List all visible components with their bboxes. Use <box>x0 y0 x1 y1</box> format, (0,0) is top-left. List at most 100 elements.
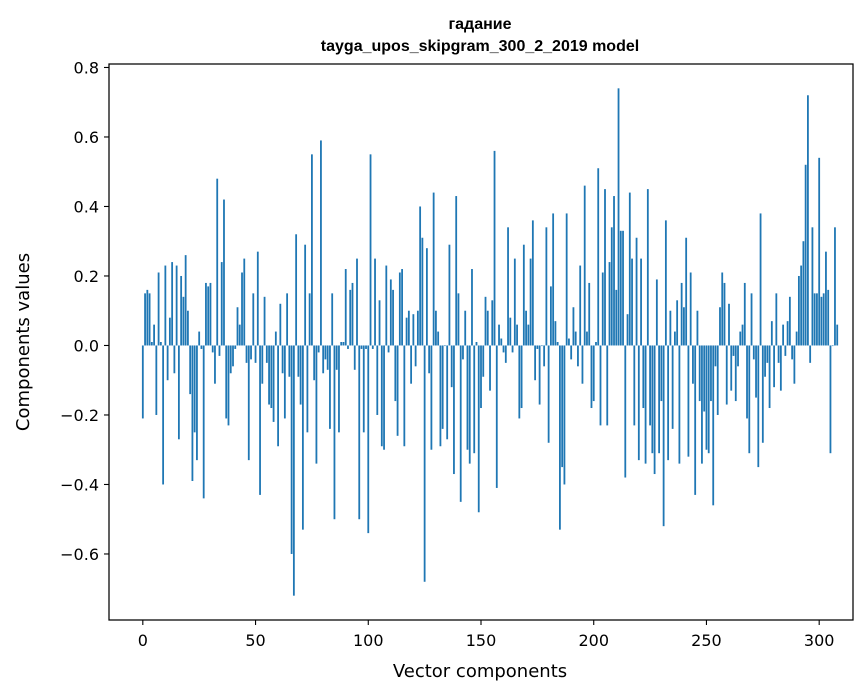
bar <box>283 345 286 419</box>
bar <box>586 331 588 346</box>
bar <box>577 345 579 367</box>
bar <box>703 345 706 412</box>
bar <box>453 345 455 475</box>
bar <box>462 345 464 360</box>
bar <box>653 345 656 475</box>
bar <box>531 220 534 346</box>
bar <box>637 345 640 461</box>
chart-title: гадание <box>448 16 511 33</box>
bar <box>646 189 649 346</box>
bar <box>559 345 561 530</box>
x-tick-label: 100 <box>353 631 384 650</box>
bar <box>680 282 683 346</box>
bar <box>800 265 803 346</box>
bar <box>362 345 365 433</box>
bar <box>624 345 627 478</box>
bar <box>707 345 710 454</box>
bar <box>439 345 442 447</box>
bar <box>405 317 408 346</box>
x-axis-ticks: 0 50 100 150 200 250 300 <box>138 620 835 650</box>
bar <box>141 345 144 419</box>
bar <box>356 258 358 346</box>
bar <box>236 307 239 346</box>
bar <box>538 345 541 405</box>
bar <box>712 345 715 506</box>
bar <box>351 282 354 346</box>
bar <box>752 345 755 360</box>
bar <box>797 275 800 346</box>
bar-series <box>141 88 839 596</box>
bar <box>311 154 313 346</box>
bar <box>543 345 546 367</box>
bar <box>705 345 708 450</box>
bar <box>694 345 697 495</box>
bar <box>245 345 248 363</box>
bar <box>601 272 604 346</box>
bar <box>554 321 557 346</box>
bar <box>211 345 214 353</box>
bar <box>831 345 834 347</box>
bar <box>716 345 719 415</box>
bar <box>412 314 415 346</box>
bar <box>444 345 446 347</box>
bar <box>755 345 757 398</box>
bar <box>297 345 300 377</box>
bar <box>177 345 180 440</box>
bar <box>502 345 505 353</box>
bar <box>187 310 189 346</box>
bar <box>610 227 613 346</box>
bar <box>500 338 503 346</box>
bar <box>259 345 261 495</box>
bar <box>331 293 334 346</box>
bar <box>191 345 194 481</box>
bar <box>522 244 525 346</box>
bar <box>739 331 742 346</box>
bar <box>588 282 591 346</box>
bar <box>340 342 343 346</box>
bar <box>220 262 223 346</box>
bar <box>615 289 618 346</box>
x-tick-label: 300 <box>804 631 835 650</box>
bar <box>148 293 151 346</box>
bar <box>448 244 451 346</box>
bar <box>504 345 507 363</box>
bar <box>673 331 676 346</box>
bar <box>157 272 160 346</box>
bar <box>435 310 437 346</box>
bar <box>338 345 340 433</box>
bar <box>606 345 609 426</box>
bar <box>304 244 307 346</box>
plot-frame <box>108 63 854 621</box>
bar <box>473 345 476 454</box>
bar <box>385 265 388 346</box>
bar <box>664 220 667 346</box>
bar <box>570 345 573 360</box>
bar <box>268 345 270 405</box>
bar <box>205 282 207 346</box>
bar <box>270 345 273 409</box>
bar <box>696 310 699 346</box>
bar <box>376 345 379 415</box>
bar <box>387 345 390 353</box>
bar <box>743 282 746 346</box>
bar <box>581 345 584 384</box>
bar <box>225 345 228 419</box>
bar <box>583 185 586 346</box>
bar <box>777 345 780 363</box>
bar <box>689 272 692 346</box>
bar <box>410 345 413 384</box>
bar <box>644 345 647 464</box>
bar <box>162 345 165 485</box>
bar <box>518 345 521 419</box>
bar <box>164 265 167 346</box>
bar <box>401 269 403 346</box>
bar <box>825 251 827 346</box>
bar <box>782 324 785 346</box>
bar <box>807 95 809 346</box>
bar <box>552 213 555 346</box>
bar <box>775 293 778 346</box>
bar <box>295 234 298 346</box>
bar <box>315 345 318 464</box>
bar <box>658 345 661 454</box>
bar <box>734 345 737 402</box>
